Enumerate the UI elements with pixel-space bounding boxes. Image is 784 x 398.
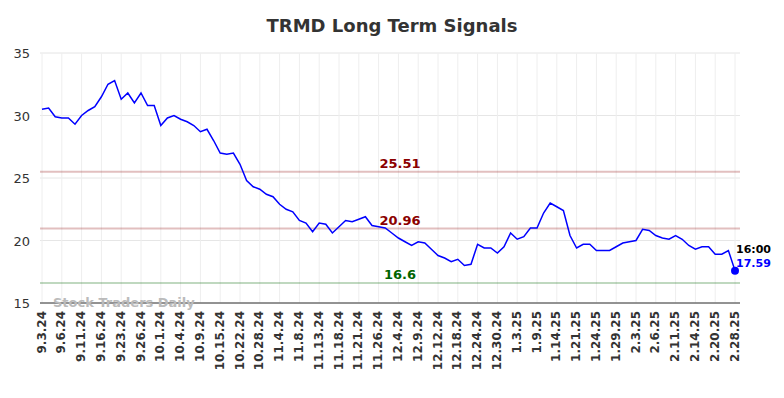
- x-tick-label: 2.20.25: [708, 311, 722, 362]
- grid-line: [121, 53, 122, 303]
- x-tick-label: 1.14.25: [549, 311, 563, 362]
- title: TRMD Long Term Signals: [267, 15, 518, 36]
- grid-line: [477, 53, 478, 303]
- x-tick-label: 2.3.25: [629, 311, 643, 354]
- x-tick-label: 2.28.25: [728, 311, 742, 362]
- grid-line: [42, 53, 43, 303]
- grid-line: [240, 53, 241, 303]
- grid-line: [398, 53, 399, 303]
- grid-line: [200, 53, 201, 303]
- level-line: [40, 282, 740, 284]
- x-tick-label: 1.21.25: [569, 311, 583, 362]
- grid-line: [141, 53, 142, 303]
- x-tick-label: 2.11.25: [668, 311, 682, 362]
- x-tick-label: 1.24.25: [589, 311, 603, 362]
- plot-area: [40, 81, 740, 284]
- grid-line: [40, 178, 740, 179]
- x-tick-label: 1.9.25: [530, 311, 544, 354]
- x-tick-label: 10.4.24: [173, 311, 187, 362]
- grid-line: [655, 53, 656, 303]
- x-tick-label: 12.24.24: [470, 311, 484, 370]
- grid-line: [596, 53, 597, 303]
- grid-line: [279, 53, 280, 303]
- grid-line: [220, 53, 221, 303]
- y-tick-label: 30: [13, 109, 30, 124]
- grid-line: [517, 53, 518, 303]
- y-tick-label: 25: [13, 171, 30, 186]
- x-tick-label: 9.11.24: [74, 311, 88, 362]
- grid-line: [61, 53, 62, 303]
- plot-top: [40, 53, 740, 54]
- grid-line: [180, 53, 181, 303]
- x-tick-label: 9.6.24: [54, 311, 68, 354]
- x-tick-label: 11.26.24: [371, 311, 385, 370]
- x-tick-label: 11.21.24: [351, 311, 365, 370]
- level-label: 20.96: [379, 213, 420, 228]
- x-tick-label: 12.9.24: [411, 311, 425, 362]
- x-tick-label: 10.22.24: [233, 311, 247, 370]
- x-tick-label: 12.4.24: [391, 311, 405, 362]
- x-tick-label: 12.30.24: [490, 311, 504, 370]
- y-tick-label: 20: [13, 234, 30, 249]
- grid-line: [339, 53, 340, 303]
- x-tick-label: 11.18.24: [332, 311, 346, 370]
- grid-line: [636, 53, 637, 303]
- x-tick-label: 10.28.24: [252, 311, 266, 370]
- x-tick-label: 10.9.24: [193, 311, 207, 362]
- grid-line: [160, 53, 161, 303]
- grid-line: [101, 53, 102, 303]
- x-tick-label: 10.15.24: [213, 311, 227, 370]
- x-tick-label: 12.12.24: [431, 311, 445, 370]
- grid-line: [695, 53, 696, 303]
- grid-line: [418, 53, 419, 303]
- price-line: [42, 81, 735, 271]
- x-tick-label: 1.3.25: [510, 311, 524, 354]
- grid-line: [319, 53, 320, 303]
- grid-line: [556, 53, 557, 303]
- x-tick-label: 1.29.25: [609, 311, 623, 362]
- grid-line: [259, 53, 260, 303]
- x-tick-label: 2.6.25: [648, 311, 662, 354]
- grid-line: [675, 53, 676, 303]
- x-tick-label: 11.4.24: [272, 311, 286, 362]
- level-label: 25.51: [379, 156, 420, 171]
- grid-line: [299, 53, 300, 303]
- x-tick-label: 9.16.24: [94, 311, 108, 362]
- x-tick-label: 2.14.25: [688, 311, 702, 362]
- watermark: Stock Traders Daily: [53, 295, 195, 310]
- grid-line: [438, 53, 439, 303]
- level-line: [40, 228, 740, 230]
- level-label: 16.6: [384, 267, 416, 282]
- grid-line: [576, 53, 577, 303]
- grid-line: [81, 53, 82, 303]
- x-tick-label: 12.18.24: [450, 311, 464, 370]
- x-tick-label: 9.23.24: [114, 311, 128, 362]
- y-tick-label: 35: [13, 46, 30, 61]
- grid-line: [616, 53, 617, 303]
- grid-line: [358, 53, 359, 303]
- x-tick-label: 9.3.24: [35, 311, 49, 354]
- grid-line: [40, 115, 740, 116]
- grid-line: [715, 53, 716, 303]
- last-value-label: 17.59: [736, 257, 771, 270]
- y-tick-label: 15: [13, 296, 30, 311]
- x-tick-label: 11.13.24: [312, 311, 326, 370]
- x-tick-label: 9.26.24: [134, 311, 148, 362]
- level-line: [40, 171, 740, 173]
- x-tick-label: 10.1.24: [153, 311, 167, 362]
- time-label: 16:00: [736, 243, 771, 256]
- grid-line: [378, 53, 379, 303]
- grid-line: [537, 53, 538, 303]
- grid-line: [40, 53, 740, 54]
- x-tick-label: 11.8.24: [292, 311, 306, 362]
- grid-line: [497, 53, 498, 303]
- grid-line: [457, 53, 458, 303]
